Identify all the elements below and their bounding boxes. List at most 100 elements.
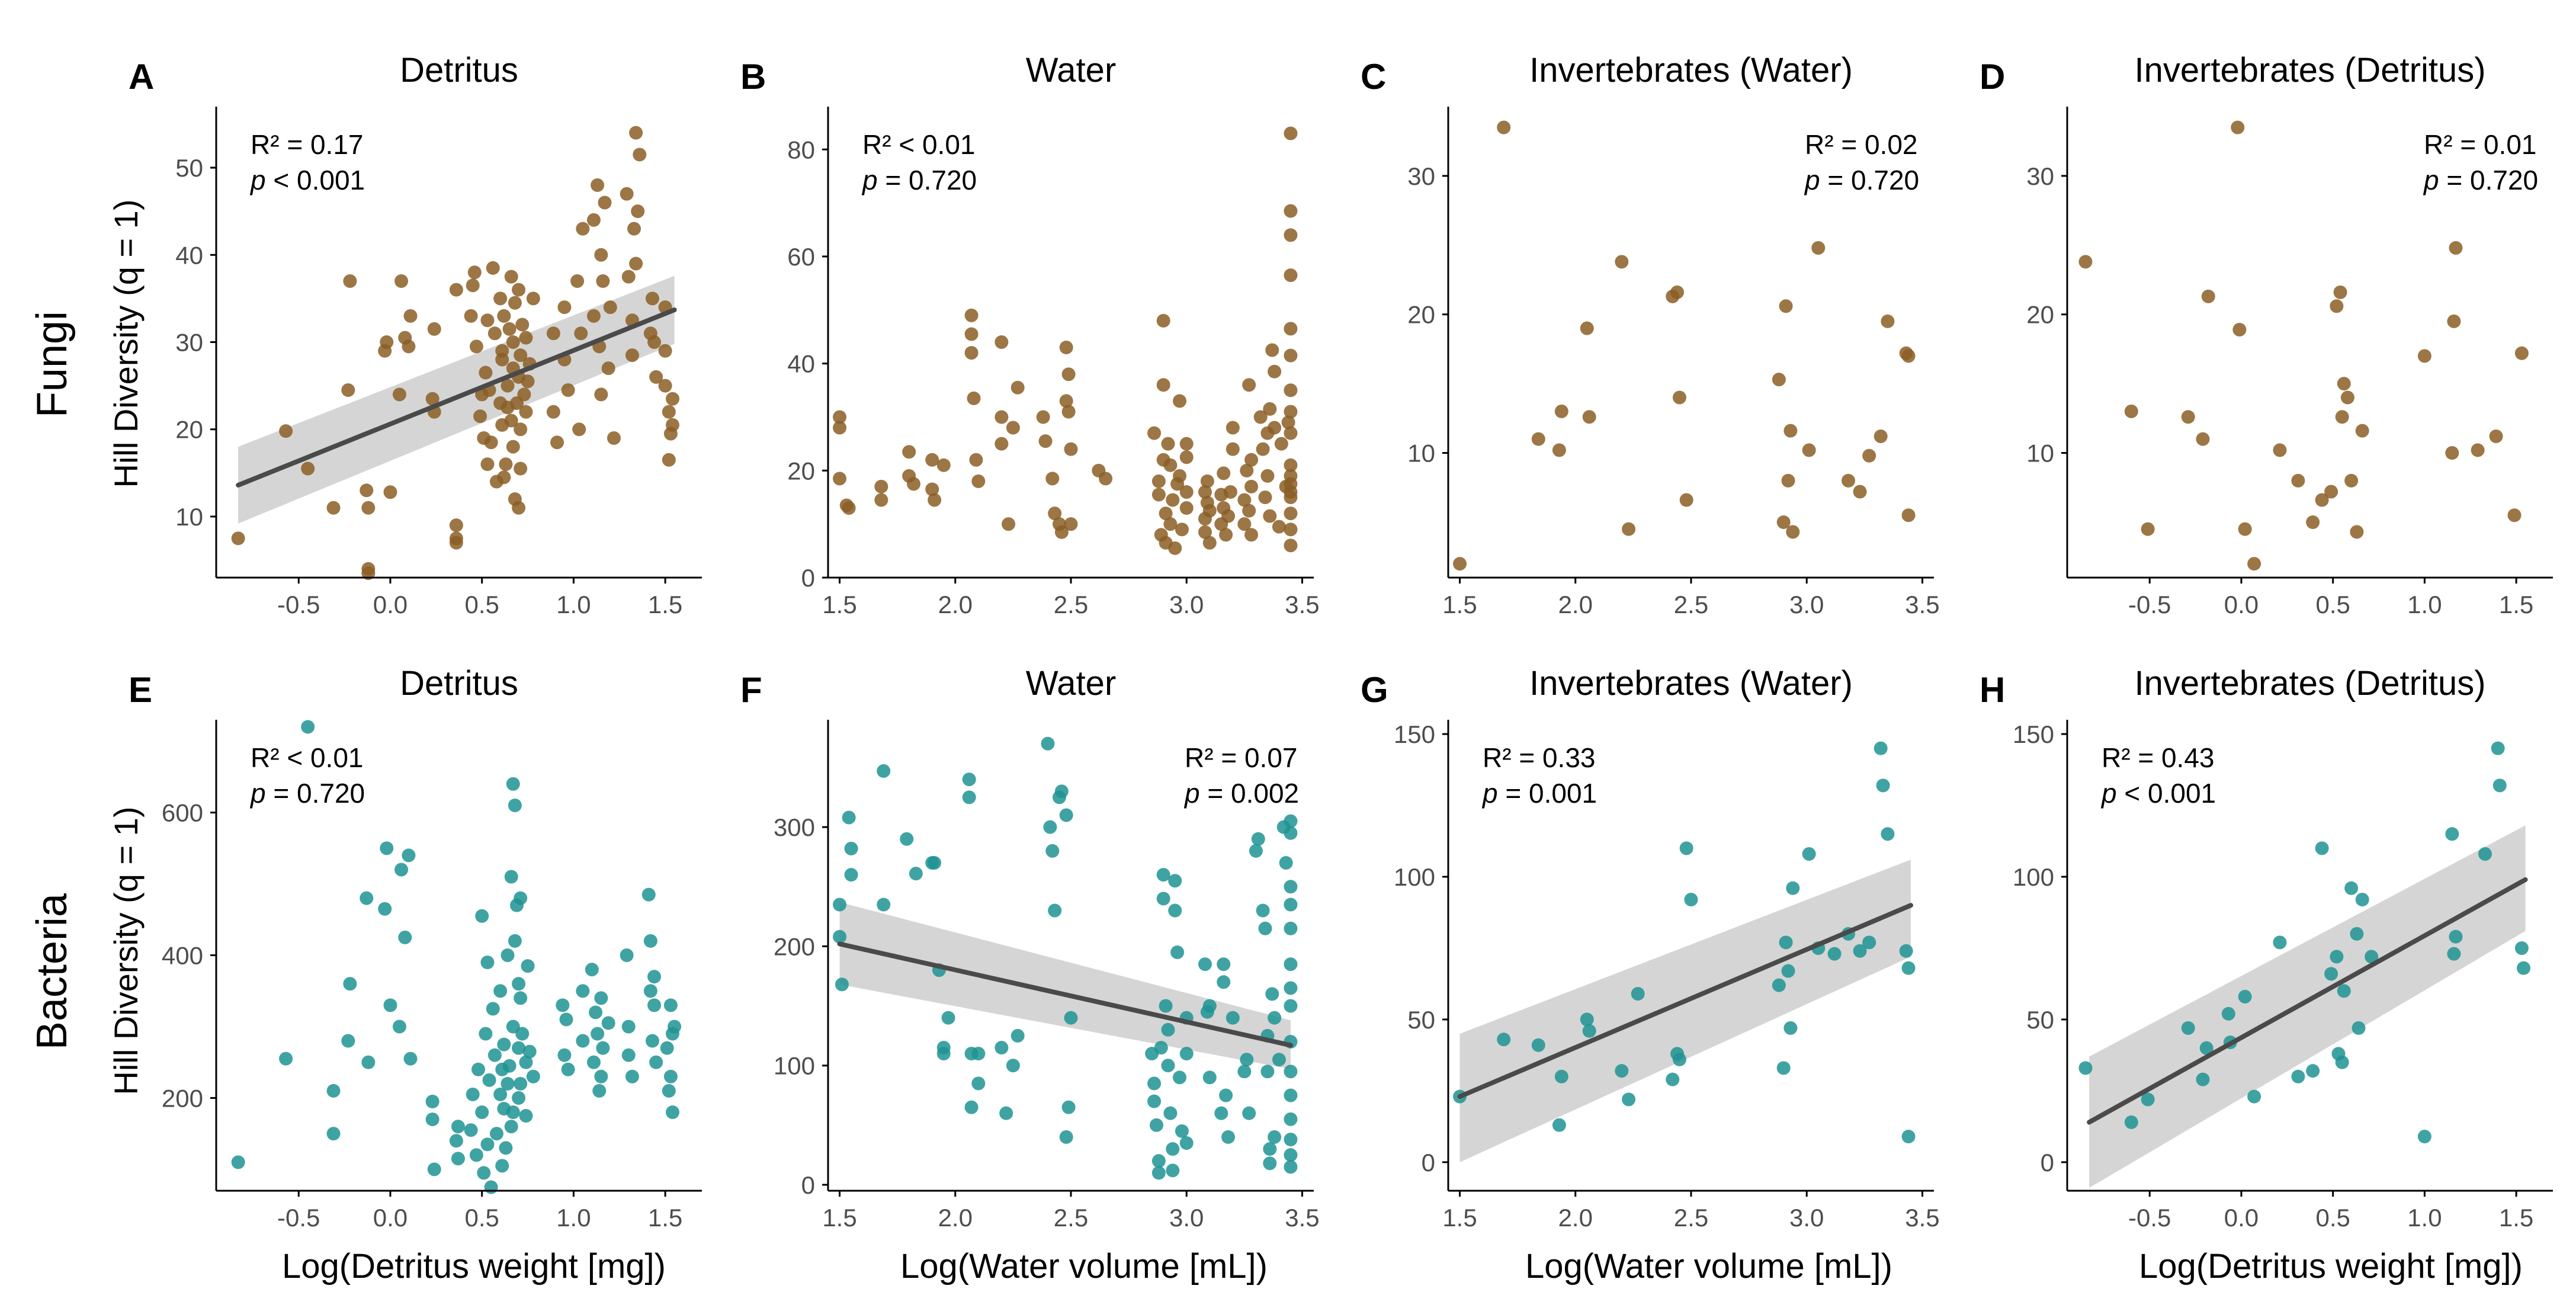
data-point-b-88 [1258, 490, 1272, 504]
data-point-e-27 [475, 909, 489, 923]
stats-r2-c: R² = 0.02 [1805, 129, 1918, 160]
data-point-h-10 [2273, 935, 2287, 950]
y-tick-label-h-2: 100 [2013, 863, 2054, 891]
data-point-e-57 [512, 1041, 526, 1055]
data-point-e-26 [471, 1062, 485, 1076]
data-point-a-38 [487, 326, 502, 341]
data-point-e-92 [647, 970, 662, 984]
data-point-b-79 [1237, 517, 1252, 531]
data-point-c-3 [1552, 443, 1566, 457]
data-point-a-51 [504, 414, 518, 428]
data-point-d-4 [2196, 432, 2210, 446]
data-point-e-61 [514, 891, 528, 905]
panel-title-b: Water [1026, 51, 1117, 89]
y-tick-label-b-2: 40 [787, 350, 815, 378]
data-point-b-27 [1038, 434, 1053, 448]
data-point-f-85 [1279, 856, 1293, 870]
data-point-f-71 [1242, 1106, 1256, 1120]
stats-p-symbol-b: p [861, 165, 878, 195]
y-tick-label-d-1: 20 [2026, 301, 2054, 329]
x-tick-label-g-3: 3.0 [1789, 1204, 1824, 1232]
data-point-d-1 [2124, 404, 2138, 418]
data-point-e-21 [451, 1120, 465, 1134]
data-point-a-65 [515, 318, 530, 332]
data-point-e-15 [402, 848, 416, 863]
data-point-a-17 [403, 309, 418, 323]
data-point-a-54 [506, 440, 520, 454]
panel-letter-d: D [1980, 57, 2005, 97]
data-point-a-84 [591, 178, 605, 192]
row-label-fungi: Fungi [28, 311, 76, 418]
data-point-f-22 [995, 1040, 1009, 1054]
data-point-g-21 [1802, 847, 1816, 861]
data-point-e-38 [493, 1087, 508, 1101]
data-point-a-101 [633, 148, 647, 162]
data-point-e-17 [425, 1094, 440, 1108]
stats-p-value-a: < 0.001 [266, 165, 365, 195]
data-point-b-29 [1048, 507, 1062, 521]
data-point-e-45 [501, 1076, 515, 1091]
data-point-h-25 [2445, 827, 2459, 841]
data-point-b-92 [1263, 509, 1277, 523]
data-point-b-40 [1147, 426, 1162, 440]
data-point-e-82 [601, 1016, 615, 1030]
data-point-b-17 [967, 391, 981, 405]
data-point-g-32 [1901, 1129, 1916, 1143]
data-point-h-9 [2247, 1089, 2261, 1104]
data-point-b-26 [1036, 410, 1050, 424]
data-point-a-104 [647, 335, 662, 349]
data-point-a-110 [662, 453, 676, 467]
data-point-e-32 [480, 956, 495, 970]
data-point-f-42 [1154, 1040, 1168, 1054]
data-point-a-16 [402, 339, 416, 354]
data-point-d-26 [2449, 241, 2463, 255]
data-point-a-81 [576, 222, 590, 236]
panel-letter-b: B [740, 57, 766, 97]
x-tick-label-d-4: 1.5 [2499, 591, 2533, 618]
data-point-e-14 [398, 930, 412, 944]
data-point-c-25 [1881, 314, 1895, 328]
data-point-b-9 [906, 477, 920, 491]
data-point-e-46 [501, 948, 515, 962]
data-point-f-44 [1156, 892, 1170, 906]
data-point-e-80 [594, 1069, 608, 1084]
x-tick-label-a-2: 0.5 [464, 591, 499, 618]
data-point-g-28 [1876, 778, 1890, 793]
data-point-b-116 [1284, 538, 1298, 553]
row-label-bacteria: Bacteria [28, 893, 76, 1050]
data-point-d-2 [2141, 522, 2155, 536]
stats-p-value-g: = 0.001 [1498, 778, 1597, 809]
data-point-f-2 [835, 977, 849, 992]
data-point-f-21 [971, 1076, 986, 1091]
x-tick-label-b-4: 3.5 [1285, 591, 1319, 618]
data-point-g-31 [1901, 961, 1916, 975]
data-point-b-96 [1272, 520, 1286, 534]
data-point-g-29 [1881, 827, 1895, 841]
data-point-d-15 [2330, 299, 2344, 313]
data-point-e-52 [506, 777, 520, 791]
data-point-f-48 [1163, 1106, 1178, 1120]
trend-line-a [236, 307, 677, 488]
data-point-b-99 [1281, 415, 1295, 429]
stats-p-symbol-e: p [249, 778, 266, 809]
x-axis-label-water-g: Log(Water volume [mL]) [1525, 1247, 1892, 1286]
data-point-b-51 [1163, 517, 1178, 531]
y-tick-label-h-0: 0 [2041, 1149, 2054, 1177]
data-point-d-19 [2340, 390, 2354, 405]
x-tick-label-c-4: 3.5 [1905, 591, 1939, 618]
data-point-a-55 [506, 335, 520, 349]
data-point-e-13 [394, 863, 409, 877]
data-point-h-13 [2315, 841, 2329, 855]
data-point-a-68 [519, 331, 533, 345]
data-point-d-30 [2514, 346, 2529, 360]
data-point-f-39 [1149, 1118, 1163, 1132]
data-point-c-14 [1776, 515, 1791, 529]
data-point-b-32 [1059, 341, 1073, 355]
data-point-a-60 [512, 283, 526, 297]
x-tick-label-b-1: 2.0 [938, 591, 973, 618]
data-point-b-15 [964, 327, 979, 341]
data-point-f-97 [1284, 1112, 1298, 1126]
data-point-f-11 [928, 856, 942, 870]
x-tick-label-f-2: 2.5 [1054, 1204, 1088, 1232]
data-point-e-90 [645, 1034, 659, 1048]
